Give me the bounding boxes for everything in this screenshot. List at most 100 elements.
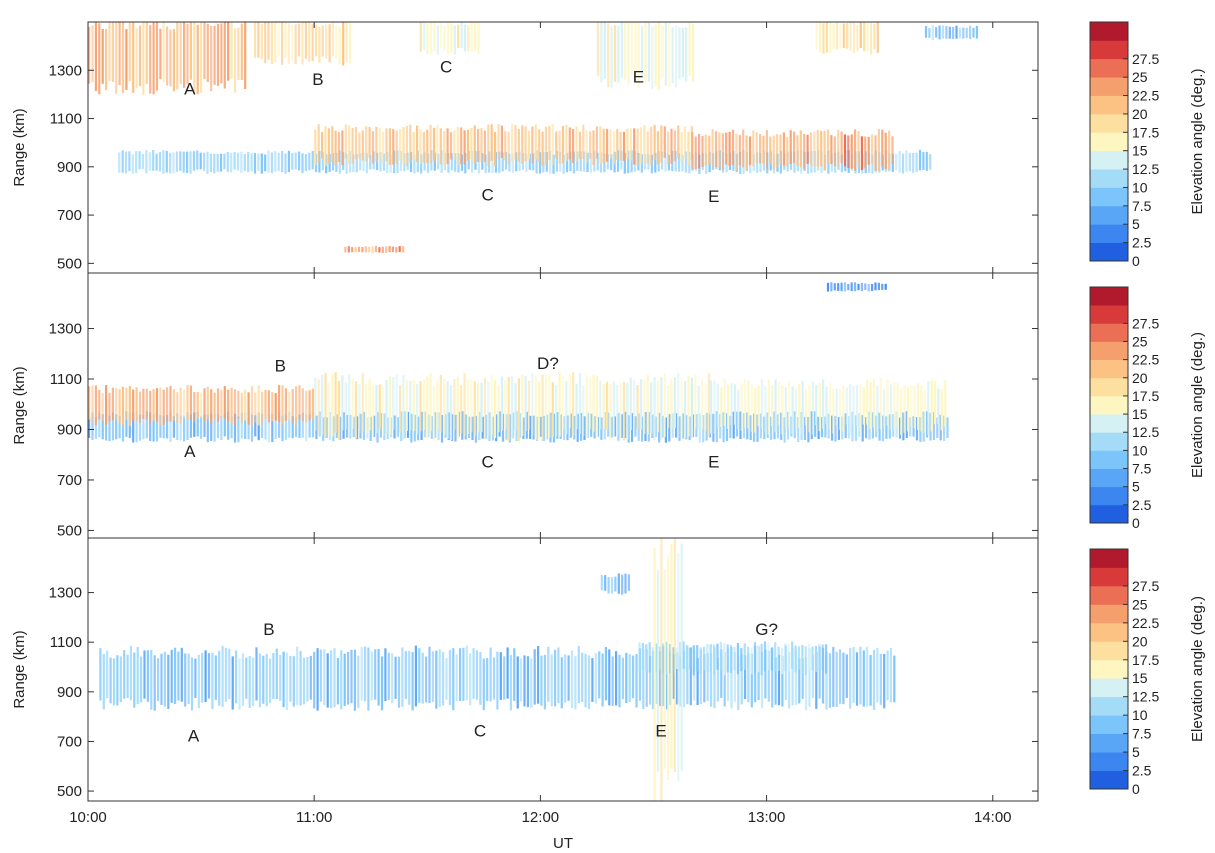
echo-streak	[733, 646, 736, 671]
echo-streak	[530, 658, 533, 708]
echo-streak	[694, 136, 697, 169]
echo-streak	[860, 282, 863, 292]
echo-streak	[457, 24, 460, 48]
echo-streak	[429, 372, 432, 432]
echo-streak	[774, 642, 777, 671]
echo-streak	[240, 392, 243, 424]
echo-streak	[757, 646, 760, 700]
echo-streak	[465, 645, 468, 701]
echo-streak	[671, 27, 674, 83]
echo-streak	[245, 657, 248, 699]
echo-streak	[138, 151, 141, 170]
echo-streak	[903, 385, 906, 433]
echo-streak	[437, 153, 440, 170]
echo-streak	[295, 417, 298, 437]
echo-streak	[847, 283, 850, 291]
x-tick-label: 11:00	[296, 809, 332, 826]
echo-streak	[937, 388, 940, 424]
echo-streak	[654, 152, 657, 173]
echo-streak	[901, 153, 905, 174]
echo-streak	[111, 22, 114, 82]
echo-streak	[696, 658, 699, 705]
echo-streak	[449, 132, 453, 160]
echo-streak	[378, 384, 381, 429]
echo-streak	[287, 23, 290, 64]
echo-streak	[886, 379, 889, 426]
echo-streak	[179, 151, 182, 171]
echo-streak	[618, 654, 621, 708]
echo-streak	[602, 128, 605, 164]
echo-streak	[969, 25, 972, 40]
echo-streak	[162, 389, 165, 425]
echo-streak	[228, 648, 231, 700]
echo-streak	[570, 650, 574, 709]
echo-streak	[698, 413, 701, 443]
echo-streak	[791, 647, 794, 706]
echo-streak	[774, 657, 777, 705]
echo-streak	[698, 134, 701, 169]
echo-streak	[368, 127, 371, 158]
echo-streak	[354, 247, 357, 253]
colorbar-swatch	[1090, 715, 1128, 735]
echo-streak	[619, 131, 622, 161]
echo-streak	[667, 131, 670, 165]
annotations-middle: B D? A C E	[184, 354, 719, 471]
echo-streak	[538, 152, 542, 174]
echo-streak	[673, 377, 676, 429]
echo-streak	[541, 374, 544, 441]
echo-streak	[364, 246, 367, 253]
echo-streak	[282, 651, 285, 708]
echo-streak	[423, 22, 426, 51]
echo-streak	[378, 127, 381, 159]
echo-streak	[101, 29, 104, 84]
echo-streak	[338, 26, 341, 65]
panel-top: 500 700 900 1100 1300 A B C E C E	[49, 21, 1039, 274]
echo-streak	[281, 415, 284, 442]
echo-streak	[314, 24, 318, 57]
echo-streak	[681, 413, 684, 439]
echo-streak	[274, 393, 277, 421]
echo-streak	[257, 412, 260, 441]
echo-streak	[237, 390, 240, 419]
echo-streak	[779, 134, 782, 165]
echo-streak	[794, 388, 797, 433]
colorbar-tick-label: 22.5	[1132, 88, 1159, 104]
echo-streak	[339, 416, 342, 440]
echo-streak	[416, 125, 419, 162]
echo-streak	[337, 132, 341, 162]
echo-streak	[621, 657, 624, 700]
echo-streak	[586, 412, 589, 438]
echo-streak	[794, 649, 797, 705]
echo-streak	[534, 124, 537, 160]
echo-streak	[877, 128, 880, 171]
echo-streak	[760, 651, 764, 708]
echo-streak	[646, 131, 649, 164]
echo-streak	[200, 22, 203, 93]
echo-streak	[876, 22, 879, 53]
echo-streak	[109, 657, 112, 704]
echo-streak	[357, 246, 361, 253]
echo-streak	[649, 656, 652, 705]
echo-streak	[581, 652, 584, 703]
echo-streak	[503, 656, 506, 700]
echo-streak	[642, 649, 645, 709]
echo-streak	[653, 547, 656, 801]
echo-streak	[347, 246, 350, 253]
echo-streak	[776, 414, 779, 439]
echo-streak	[135, 387, 138, 421]
echo-streak	[108, 392, 111, 422]
echo-streak	[321, 374, 324, 435]
echo-streak	[526, 656, 529, 708]
echo-region	[924, 25, 978, 40]
echo-streak	[558, 372, 561, 437]
echo-streak	[791, 386, 794, 434]
colorbar-tick-label: 15	[1132, 143, 1148, 159]
echo-streak	[408, 650, 411, 705]
echo-streak	[801, 645, 804, 674]
echo-streak	[634, 22, 637, 77]
echo-streak	[735, 133, 738, 171]
echo-streak	[386, 152, 389, 174]
echo-streak	[617, 573, 620, 594]
echo-streak	[839, 649, 842, 704]
echo-streak	[784, 645, 787, 700]
